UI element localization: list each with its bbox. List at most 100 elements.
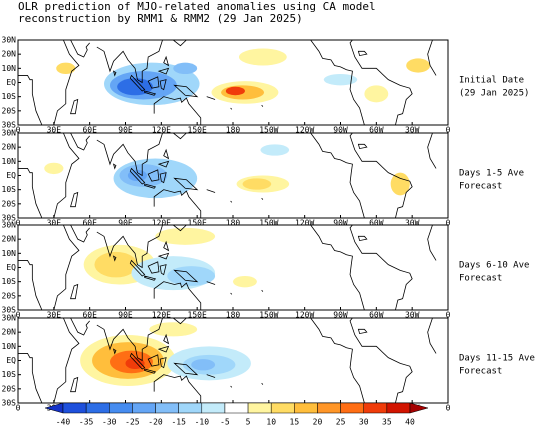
lat-label: 20N: [2, 143, 17, 152]
lon-label: 120E: [152, 311, 171, 320]
panel-label: (29 Jan 2025): [459, 89, 529, 99]
colorbar-box: [109, 402, 133, 414]
panel-label: Days 11-15 Ave: [459, 354, 535, 364]
lat-label: 20N: [2, 328, 17, 337]
lat-label: EQ: [6, 263, 16, 272]
colorbar-box: [132, 402, 156, 414]
lon-label: 60W: [369, 311, 384, 320]
lat-label: 10N: [2, 249, 17, 258]
lat-label: 20S: [2, 291, 17, 300]
lon-label: 0: [16, 219, 21, 228]
colorbar-box: [363, 402, 388, 414]
lon-label: 180: [226, 311, 241, 320]
colorbar-box: [85, 402, 110, 414]
colorbar-label: 40: [405, 418, 415, 427]
lat-label: 10N: [2, 342, 17, 351]
lon-label: 0: [16, 404, 21, 413]
panel-frame: [17, 132, 449, 219]
colorbar-label: -25: [125, 418, 140, 427]
lon-label: 90E: [118, 219, 133, 228]
lon-label: 90W: [333, 126, 348, 135]
panel-label: Initial Date: [459, 76, 524, 86]
lat-label: 10N: [2, 64, 17, 73]
colorbar-box: [155, 402, 179, 414]
colorbar-label: 5: [246, 418, 251, 427]
lat-label: 10S: [2, 92, 17, 101]
lon-label: 90W: [333, 219, 348, 228]
colorbar-label: 15: [290, 418, 300, 427]
title: OLR prediction of MJO-related anomalies …: [18, 0, 376, 13]
map-panel: [18, 318, 437, 403]
lat-label: EQ: [6, 171, 16, 180]
lat-label: 30N: [2, 36, 17, 45]
lon-label: 30E: [47, 126, 62, 135]
lat-label: 20S: [2, 384, 17, 393]
colorbar-label: 25: [336, 418, 346, 427]
lat-label: 30S: [2, 399, 17, 408]
lon-label: 0: [446, 126, 451, 135]
map-panel: [18, 40, 437, 125]
colorbar-label: 35: [382, 418, 392, 427]
panel-label: Forecast: [459, 182, 502, 192]
colorbar-box: [294, 402, 318, 414]
panel-label: Days 6-10 Ave: [459, 261, 529, 271]
lon-label: 60E: [82, 219, 97, 228]
lon-label: 30W: [405, 126, 420, 135]
colorbar-label: -30: [102, 418, 117, 427]
lon-label: 0: [446, 219, 451, 228]
colorbar-label: 30: [359, 418, 369, 427]
lon-label: 30E: [47, 219, 62, 228]
lon-label: 60E: [82, 311, 97, 320]
panel-label: Forecast: [459, 274, 502, 284]
lon-label: 120W: [295, 219, 314, 228]
colorbar-box: [62, 402, 87, 414]
lon-label: 90E: [118, 311, 133, 320]
colorbar-label: 20: [313, 418, 323, 427]
lon-label: 60W: [369, 219, 384, 228]
lat-label: 20S: [2, 199, 17, 208]
lon-label: 60W: [369, 126, 384, 135]
colorbar-label: -5: [220, 418, 230, 427]
lon-label: 30E: [47, 311, 62, 320]
lon-label: 0: [446, 311, 451, 320]
title: reconstruction by RMM1 & RMM2 (29 Jan 20…: [18, 12, 303, 25]
lon-label: 90E: [118, 126, 133, 135]
lat-label: 20N: [2, 235, 17, 244]
panel-frame: [17, 224, 449, 311]
panel-label: Forecast: [459, 367, 502, 377]
lon-label: 0: [16, 311, 21, 320]
panel-label: Days 1-5 Ave: [459, 169, 524, 179]
map-panel: [18, 133, 437, 218]
lat-label: 10N: [2, 157, 17, 166]
lon-label: 120E: [152, 219, 171, 228]
lat-label: 30N: [2, 221, 17, 230]
colorbar-box: [178, 402, 203, 414]
lat-label: 30S: [2, 306, 17, 315]
lat-label: 30S: [2, 121, 17, 130]
lon-label: 150E: [188, 311, 207, 320]
colorbar-box: [270, 402, 295, 414]
lon-label: 90W: [333, 311, 348, 320]
lat-label: 20S: [2, 106, 17, 115]
lat-label: 30S: [2, 214, 17, 223]
lat-label: EQ: [6, 356, 16, 365]
lat-label: 10S: [2, 370, 17, 379]
colorbar-label: -15: [171, 418, 186, 427]
lat-label: 10S: [2, 277, 17, 286]
lon-label: 150W: [259, 126, 278, 135]
lat-label: EQ: [6, 78, 16, 87]
colorbar-box: [386, 402, 411, 414]
lon-label: 60E: [82, 126, 97, 135]
colorbar-label: -10: [195, 418, 210, 427]
lon-label: 150W: [259, 311, 278, 320]
lat-label: 10S: [2, 185, 17, 194]
colorbar-arrow: [409, 402, 429, 414]
lon-label: 30W: [405, 219, 420, 228]
colorbar-box: [340, 402, 364, 414]
colorbar-label: -40: [56, 418, 71, 427]
colorbar-label: -20: [148, 418, 163, 427]
lon-label: 150E: [188, 219, 207, 228]
lon-label: 0: [16, 126, 21, 135]
lon-label: 120W: [295, 311, 314, 320]
